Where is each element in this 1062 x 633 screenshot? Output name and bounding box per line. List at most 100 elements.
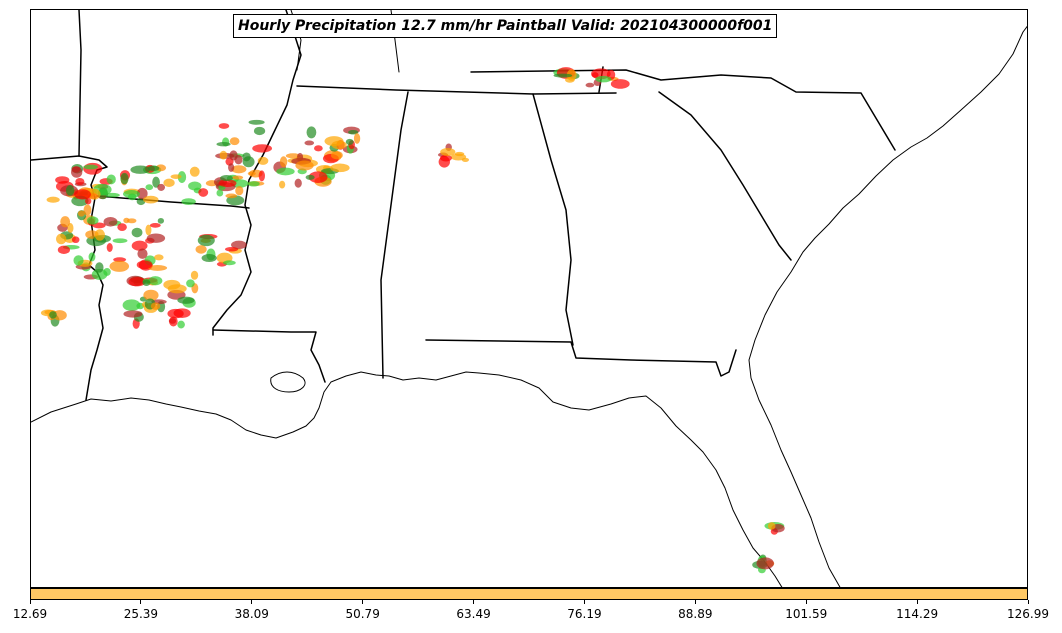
precip-blob	[106, 174, 116, 185]
colorbar-tick	[362, 600, 364, 604]
precip-blob	[218, 123, 230, 129]
precip-blob	[219, 150, 228, 160]
precip-blob	[294, 178, 302, 188]
precip-blob	[136, 260, 153, 270]
precip-blob	[553, 73, 573, 78]
precip-blob	[163, 178, 175, 187]
precip-blob	[123, 217, 130, 224]
precip-blob	[330, 151, 343, 160]
precip-blob	[348, 129, 359, 135]
precip-blob	[55, 233, 67, 245]
colorbar-tick-label: 38.09	[234, 607, 269, 621]
precip-blob	[197, 234, 215, 247]
precip-blob	[131, 227, 143, 238]
colorbar-tick-label: 50.79	[345, 607, 380, 621]
colorbar-tick	[916, 600, 918, 604]
precip-blob	[167, 284, 187, 294]
precip-blob	[106, 243, 113, 252]
precip-blob	[146, 233, 166, 243]
precip-blob	[231, 240, 247, 250]
precip-blob	[756, 557, 774, 570]
precip-blob	[49, 311, 57, 319]
precip-blob	[767, 522, 776, 530]
border-tn-north	[470, 69, 896, 151]
precip-blob	[353, 133, 361, 144]
precip-blob	[143, 195, 159, 204]
map-canvas	[31, 10, 1027, 587]
precip-blob	[147, 165, 160, 172]
colorbar-tick-label: 63.49	[456, 607, 491, 621]
precip-blob	[304, 140, 315, 146]
precip-blob	[57, 245, 70, 255]
precip-blob	[170, 174, 182, 179]
precip-blob	[83, 204, 92, 216]
precip-blob	[109, 260, 130, 272]
colorbar-tick-label: 25.39	[123, 607, 159, 621]
precip-blob	[127, 193, 137, 201]
precip-blob	[279, 180, 286, 189]
precip-blob	[71, 166, 83, 178]
precip-blob	[235, 186, 244, 196]
precip-blob	[177, 320, 185, 329]
precip-blob	[148, 265, 168, 271]
precip-blob	[157, 183, 166, 191]
precip-blob	[67, 223, 74, 234]
precip-blob	[228, 163, 235, 172]
precip-blob	[248, 119, 265, 125]
precip-blob	[86, 216, 99, 225]
precip-blob	[60, 216, 71, 228]
precip-blob	[91, 268, 108, 280]
precip-blob	[75, 178, 85, 186]
map-title: Hourly Precipitation 12.7 mm/hr Paintbal…	[233, 14, 778, 38]
map-panel	[30, 9, 1028, 588]
precip-blob	[177, 171, 187, 184]
colorbar-tick	[473, 600, 475, 604]
precip-blob	[169, 316, 178, 327]
precip-blob	[65, 185, 75, 196]
colorbar-tick	[583, 600, 585, 604]
precip-blob	[242, 152, 251, 162]
precip-blob	[247, 171, 256, 176]
colorbar-tick	[29, 600, 31, 604]
precip-blob	[306, 126, 317, 139]
island-chain	[270, 371, 306, 393]
precip-blob	[189, 166, 200, 177]
precip-blob	[308, 171, 328, 184]
precip-blob	[95, 262, 104, 273]
precip-blob	[188, 181, 202, 191]
precip-blob	[324, 136, 344, 147]
border-ar-mo-strip	[96, 195, 250, 209]
precip-blob	[198, 188, 209, 197]
precip-blob	[225, 246, 239, 252]
precip-blob	[216, 142, 231, 147]
precip-blob	[77, 210, 85, 217]
border-tn-south	[296, 85, 617, 95]
precip-blob	[88, 252, 96, 262]
precip-blob	[253, 126, 266, 136]
precip-blob	[71, 236, 80, 244]
precip-blob	[152, 176, 160, 188]
precip-blob	[595, 75, 612, 83]
precip-blob	[279, 156, 288, 168]
precip-blob	[450, 153, 467, 161]
precip-blob	[87, 188, 101, 200]
coastline	[31, 25, 1027, 587]
colorbar-tick-label: 12.69	[12, 607, 48, 621]
precip-blob	[461, 157, 470, 162]
precip-blob	[225, 193, 238, 199]
border-al-fl	[425, 339, 737, 377]
precip-blob	[565, 77, 575, 83]
colorbar-tick	[251, 600, 253, 604]
colorbar-tick-label: 76.19	[567, 607, 602, 621]
colorbar-tick	[805, 600, 807, 604]
precip-blob	[145, 224, 152, 236]
precip-blob	[585, 82, 595, 88]
precip-blob	[330, 163, 350, 173]
precip-blob	[216, 189, 224, 197]
precip-blob	[85, 197, 92, 205]
colorbar-tick	[694, 600, 696, 604]
precip-blob	[94, 229, 105, 241]
colorbar-tick-label: 88.89	[678, 607, 713, 621]
precip-blob	[177, 296, 195, 304]
precip-blob	[295, 160, 314, 171]
